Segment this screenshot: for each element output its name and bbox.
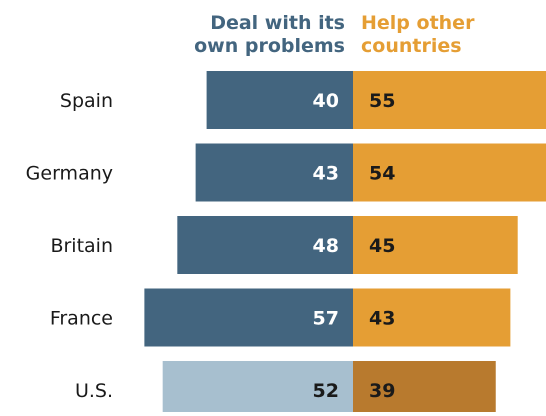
legend-right-line-1: Help other — [361, 12, 475, 34]
category-labels: Spain Germany Britain France U.S. — [26, 90, 113, 402]
bar-right-france — [353, 288, 511, 347]
category-label-france: France — [50, 308, 113, 330]
category-label-spain: Spain — [60, 90, 113, 112]
bar-left-u-s — [162, 361, 353, 416]
bars: 40 55 43 54 48 45 57 43 52 39 — [144, 71, 546, 416]
value-label-left-spain: 40 — [313, 90, 339, 112]
bar-left-france — [144, 288, 353, 347]
value-label-right-france: 43 — [369, 308, 395, 330]
legend-right-line-2: countries — [361, 35, 462, 57]
bar-left-britain — [177, 216, 353, 274]
value-label-right-u-s: 39 — [369, 380, 395, 402]
value-label-right-spain: 55 — [369, 90, 395, 112]
value-label-right-britain: 45 — [369, 235, 395, 257]
legend-left-line-2: own problems — [194, 35, 345, 57]
value-label-right-germany: 54 — [369, 163, 395, 185]
category-label-u-s: U.S. — [75, 380, 113, 402]
bar-right-u-s — [353, 361, 496, 416]
legend-left-line-1: Deal with its — [210, 12, 345, 34]
value-label-left-france: 57 — [313, 308, 339, 330]
bar-left-germany — [195, 143, 353, 202]
bar-right-germany — [353, 143, 546, 202]
category-label-germany: Germany — [26, 163, 113, 185]
value-label-left-britain: 48 — [313, 235, 339, 257]
category-label-britain: Britain — [50, 235, 113, 257]
bar-left-spain — [206, 71, 353, 129]
bar-right-spain — [353, 71, 546, 129]
bar-right-britain — [353, 216, 518, 274]
value-label-left-germany: 43 — [313, 163, 339, 185]
value-label-left-u-s: 52 — [313, 380, 339, 402]
